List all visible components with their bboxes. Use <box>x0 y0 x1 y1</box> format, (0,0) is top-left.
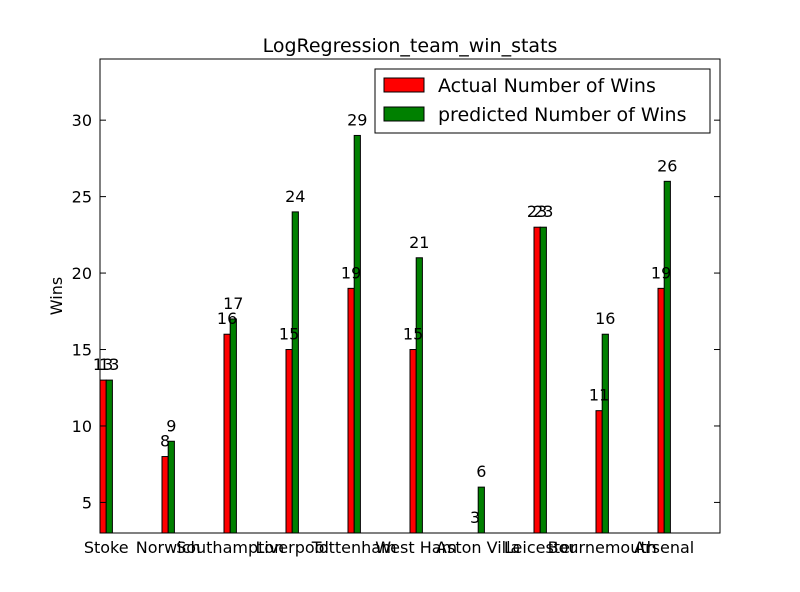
predicted-bar-bournemouth <box>601 333 609 534</box>
x-tick-label: Bournemouth <box>548 538 657 557</box>
x-tick-label: Norwich <box>136 538 201 557</box>
actual-bar-leicester-label: 23 <box>527 202 547 221</box>
legend-swatch-predicted <box>383 106 425 122</box>
y-tick-label: 20 <box>72 264 92 283</box>
x-tick-label: Southampton <box>176 538 284 557</box>
actual-bar-norwich <box>161 456 169 534</box>
y-axis-label: Wins <box>47 277 66 315</box>
chart-title: LogRegression_team_win_stats <box>263 35 558 57</box>
predicted-bar-arsenal-label: 26 <box>657 156 677 175</box>
actual-bar-liverpool-label: 15 <box>279 325 299 344</box>
x-tick-label: Aston Villa <box>436 538 520 557</box>
actual-bar-norwich-label: 8 <box>160 432 170 451</box>
actual-bar-stoke-label: 13 <box>93 355 113 374</box>
x-tick-label: Stoke <box>84 538 129 557</box>
x-tick-label: Liverpool <box>255 538 328 557</box>
y-tick-label: 15 <box>72 341 92 360</box>
predicted-bar-bournemouth-label: 16 <box>595 309 615 328</box>
x-tick-label: Leicester <box>504 538 577 557</box>
predicted-bar-west-ham-label: 21 <box>409 233 429 252</box>
actual-bar-southampton <box>223 333 231 534</box>
actual-bar-liverpool <box>285 349 293 534</box>
predicted-bar-liverpool-label: 24 <box>285 187 305 206</box>
x-tick-label: Tottenham <box>311 538 397 557</box>
legend-label-predicted: predicted Number of Wins <box>438 104 686 126</box>
actual-bar-arsenal-label: 19 <box>651 263 671 282</box>
actual-bar-leicester <box>533 226 541 534</box>
plot-area-frame <box>99 58 721 534</box>
y-tick-label: 5 <box>82 493 92 512</box>
predicted-bar-stoke <box>105 379 113 534</box>
legend: Actual Number of Wins predicted Number o… <box>374 68 711 134</box>
actual-bar-tottenham <box>347 287 355 534</box>
predicted-bar-west-ham <box>415 257 423 534</box>
actual-bar-bournemouth <box>595 410 603 534</box>
predicted-bar-tottenham-label: 29 <box>347 110 367 129</box>
actual-bar-aston-villa-label: 3 <box>470 508 480 527</box>
y-tick-label: 10 <box>72 417 92 436</box>
predicted-bar-aston-villa-label: 6 <box>476 462 486 481</box>
y-tick-label: 25 <box>72 188 92 207</box>
predicted-bar-leicester-label: 23 <box>533 202 553 221</box>
predicted-bar-stoke-label: 13 <box>99 355 119 374</box>
actual-bar-tottenham-label: 19 <box>341 263 361 282</box>
actual-bar-west-ham-label: 15 <box>403 325 423 344</box>
predicted-bar-southampton-label: 17 <box>223 294 243 313</box>
actual-bar-arsenal <box>657 287 665 534</box>
legend-swatch-actual <box>383 77 425 93</box>
predicted-bar-southampton <box>229 318 237 534</box>
actual-bar-southampton-label: 16 <box>217 309 237 328</box>
legend-label-actual: Actual Number of Wins <box>438 75 656 97</box>
actual-bar-stoke <box>99 379 107 534</box>
x-tick-label: Arsenal <box>634 538 694 557</box>
y-tick-label: 30 <box>72 111 92 130</box>
actual-bar-west-ham <box>409 349 417 534</box>
predicted-bar-norwich <box>167 440 175 534</box>
predicted-bar-arsenal <box>663 180 671 534</box>
predicted-bar-tottenham <box>353 134 361 534</box>
predicted-bar-leicester <box>539 226 547 534</box>
legend-frame <box>374 68 711 134</box>
x-tick-label: West Ham <box>375 538 457 557</box>
predicted-bar-norwich-label: 9 <box>166 416 176 435</box>
actual-bar-bournemouth-label: 11 <box>589 386 609 405</box>
ticks-layer: Stoke NorwichSouthamptonLiverpoolTottenha… <box>72 111 720 557</box>
predicted-bar-liverpool <box>291 211 299 534</box>
